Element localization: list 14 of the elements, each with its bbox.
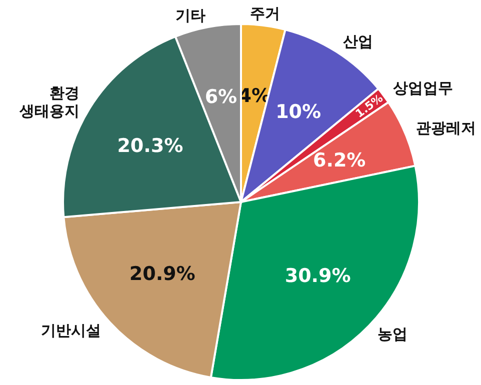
slice-label: 주거 <box>250 4 280 23</box>
slice-label: 상업업무 <box>393 79 454 98</box>
slice-label: 기반시설 <box>41 322 102 340</box>
data-label: 20.9% <box>129 263 196 286</box>
data-label: 6% <box>204 86 238 108</box>
data-label: 20.3% <box>117 134 184 157</box>
slice-label: 산업 <box>342 32 373 51</box>
data-label: 30.9% <box>284 265 351 288</box>
slice-label: 환경 생태용지 <box>18 84 80 120</box>
slice-label: 농업 <box>378 325 408 344</box>
slice-label: 기타 <box>175 6 206 24</box>
data-label: 10% <box>276 100 322 123</box>
slice-label: 관광레저 <box>416 119 476 138</box>
data-label: 6.2% <box>313 149 366 172</box>
